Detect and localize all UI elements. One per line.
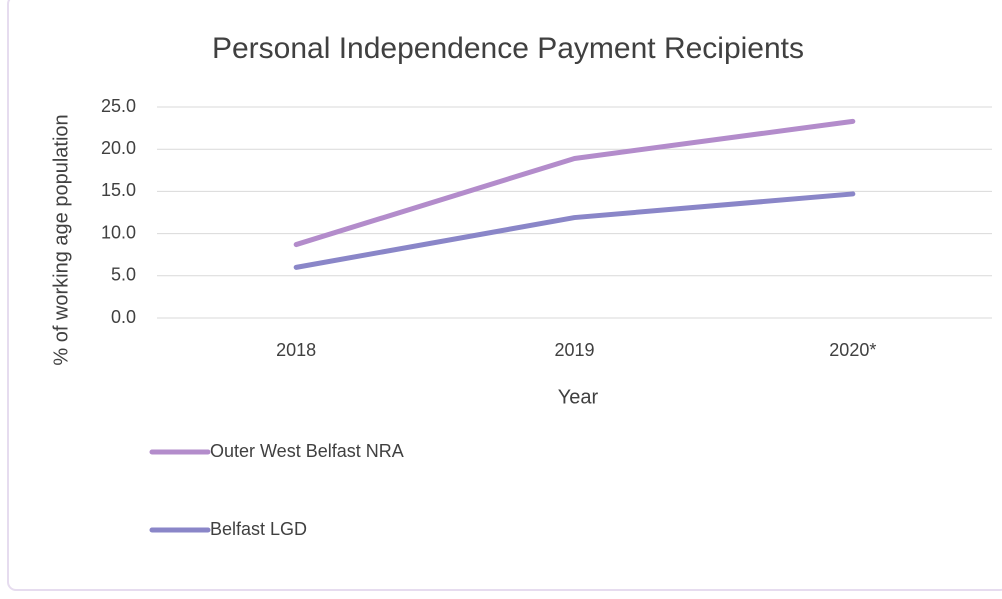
series-line: [293, 191, 856, 270]
chart-title: Personal Independence Payment Recipients: [212, 32, 804, 65]
x-tick-label: 2018: [276, 340, 316, 360]
x-axis-label: Year: [558, 386, 599, 408]
x-tick-label: 2019: [554, 340, 594, 360]
y-tick-label: 15.0: [101, 180, 136, 200]
y-tick-label: 25.0: [101, 96, 136, 116]
x-tick-label: 2020*: [829, 340, 876, 360]
y-tick-label: 0.0: [111, 307, 136, 327]
legend-label: Outer West Belfast NRA: [210, 441, 404, 461]
y-tick-label: 5.0: [111, 265, 136, 285]
y-tick-label: 20.0: [101, 138, 136, 158]
y-axis-label: % of working age population: [50, 114, 72, 365]
series-line: [293, 118, 856, 248]
legend-label: Belfast LGD: [210, 519, 307, 539]
y-tick-label: 10.0: [101, 222, 136, 242]
chart-frame: [7, 0, 1002, 591]
